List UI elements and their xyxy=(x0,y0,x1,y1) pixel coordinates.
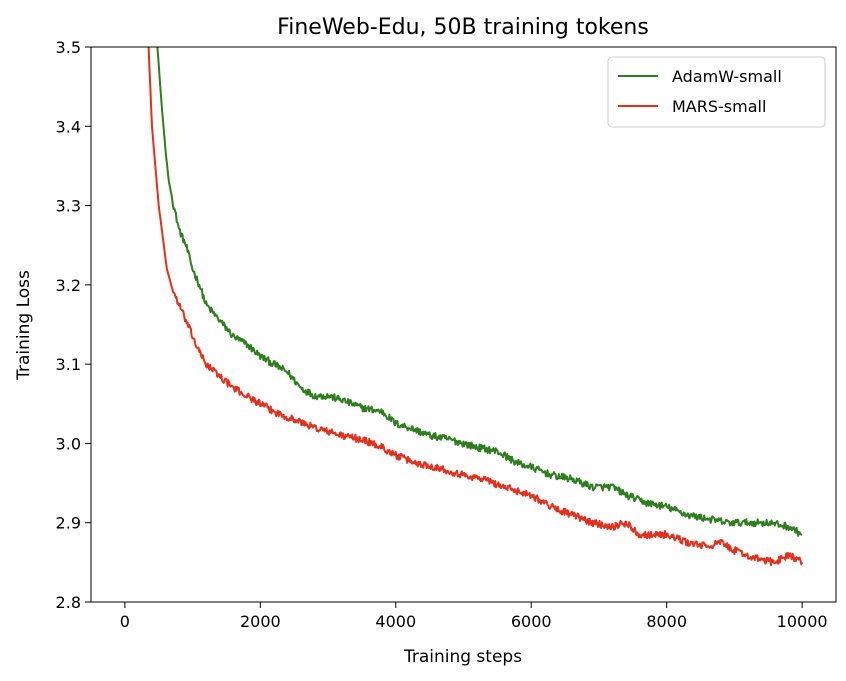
y-axis-ticks: 2.8 2.9 3.0 3.1 3.2 3.3 3.4 3.5 xyxy=(56,38,91,612)
y-axis-label: Training Loss xyxy=(14,270,34,381)
y-tick-label: 3.3 xyxy=(56,197,81,216)
chart-title: FineWeb-Edu, 50B training tokens xyxy=(277,15,649,40)
legend: AdamW-small MARS-small xyxy=(607,56,826,128)
y-tick-label: 3.4 xyxy=(56,117,81,136)
series-line-mars-small xyxy=(147,47,804,567)
series-layer xyxy=(147,47,804,567)
y-tick-label: 2.9 xyxy=(56,514,81,533)
y-tick-label: 3.0 xyxy=(56,434,81,453)
x-axis-label: Training steps xyxy=(403,647,522,667)
x-tick-label: 10000 xyxy=(777,612,828,631)
legend-box xyxy=(607,56,826,128)
y-tick-label: 3.5 xyxy=(56,38,81,57)
x-tick-label: 4000 xyxy=(375,612,416,631)
y-tick-label: 3.1 xyxy=(56,355,81,374)
y-tick-label: 2.8 xyxy=(56,593,81,612)
legend-label: AdamW-small xyxy=(672,67,782,86)
plot-frame xyxy=(90,46,837,603)
y-tick-label: 3.2 xyxy=(56,276,81,295)
x-tick-label: 8000 xyxy=(646,612,687,631)
x-axis-ticks: 0 2000 4000 6000 8000 10000 xyxy=(120,602,828,631)
x-tick-label: 2000 xyxy=(240,612,281,631)
x-tick-label: 0 xyxy=(120,612,130,631)
x-tick-label: 6000 xyxy=(511,612,552,631)
legend-label: MARS-small xyxy=(672,97,766,116)
series-line-adamw-small xyxy=(156,47,803,537)
